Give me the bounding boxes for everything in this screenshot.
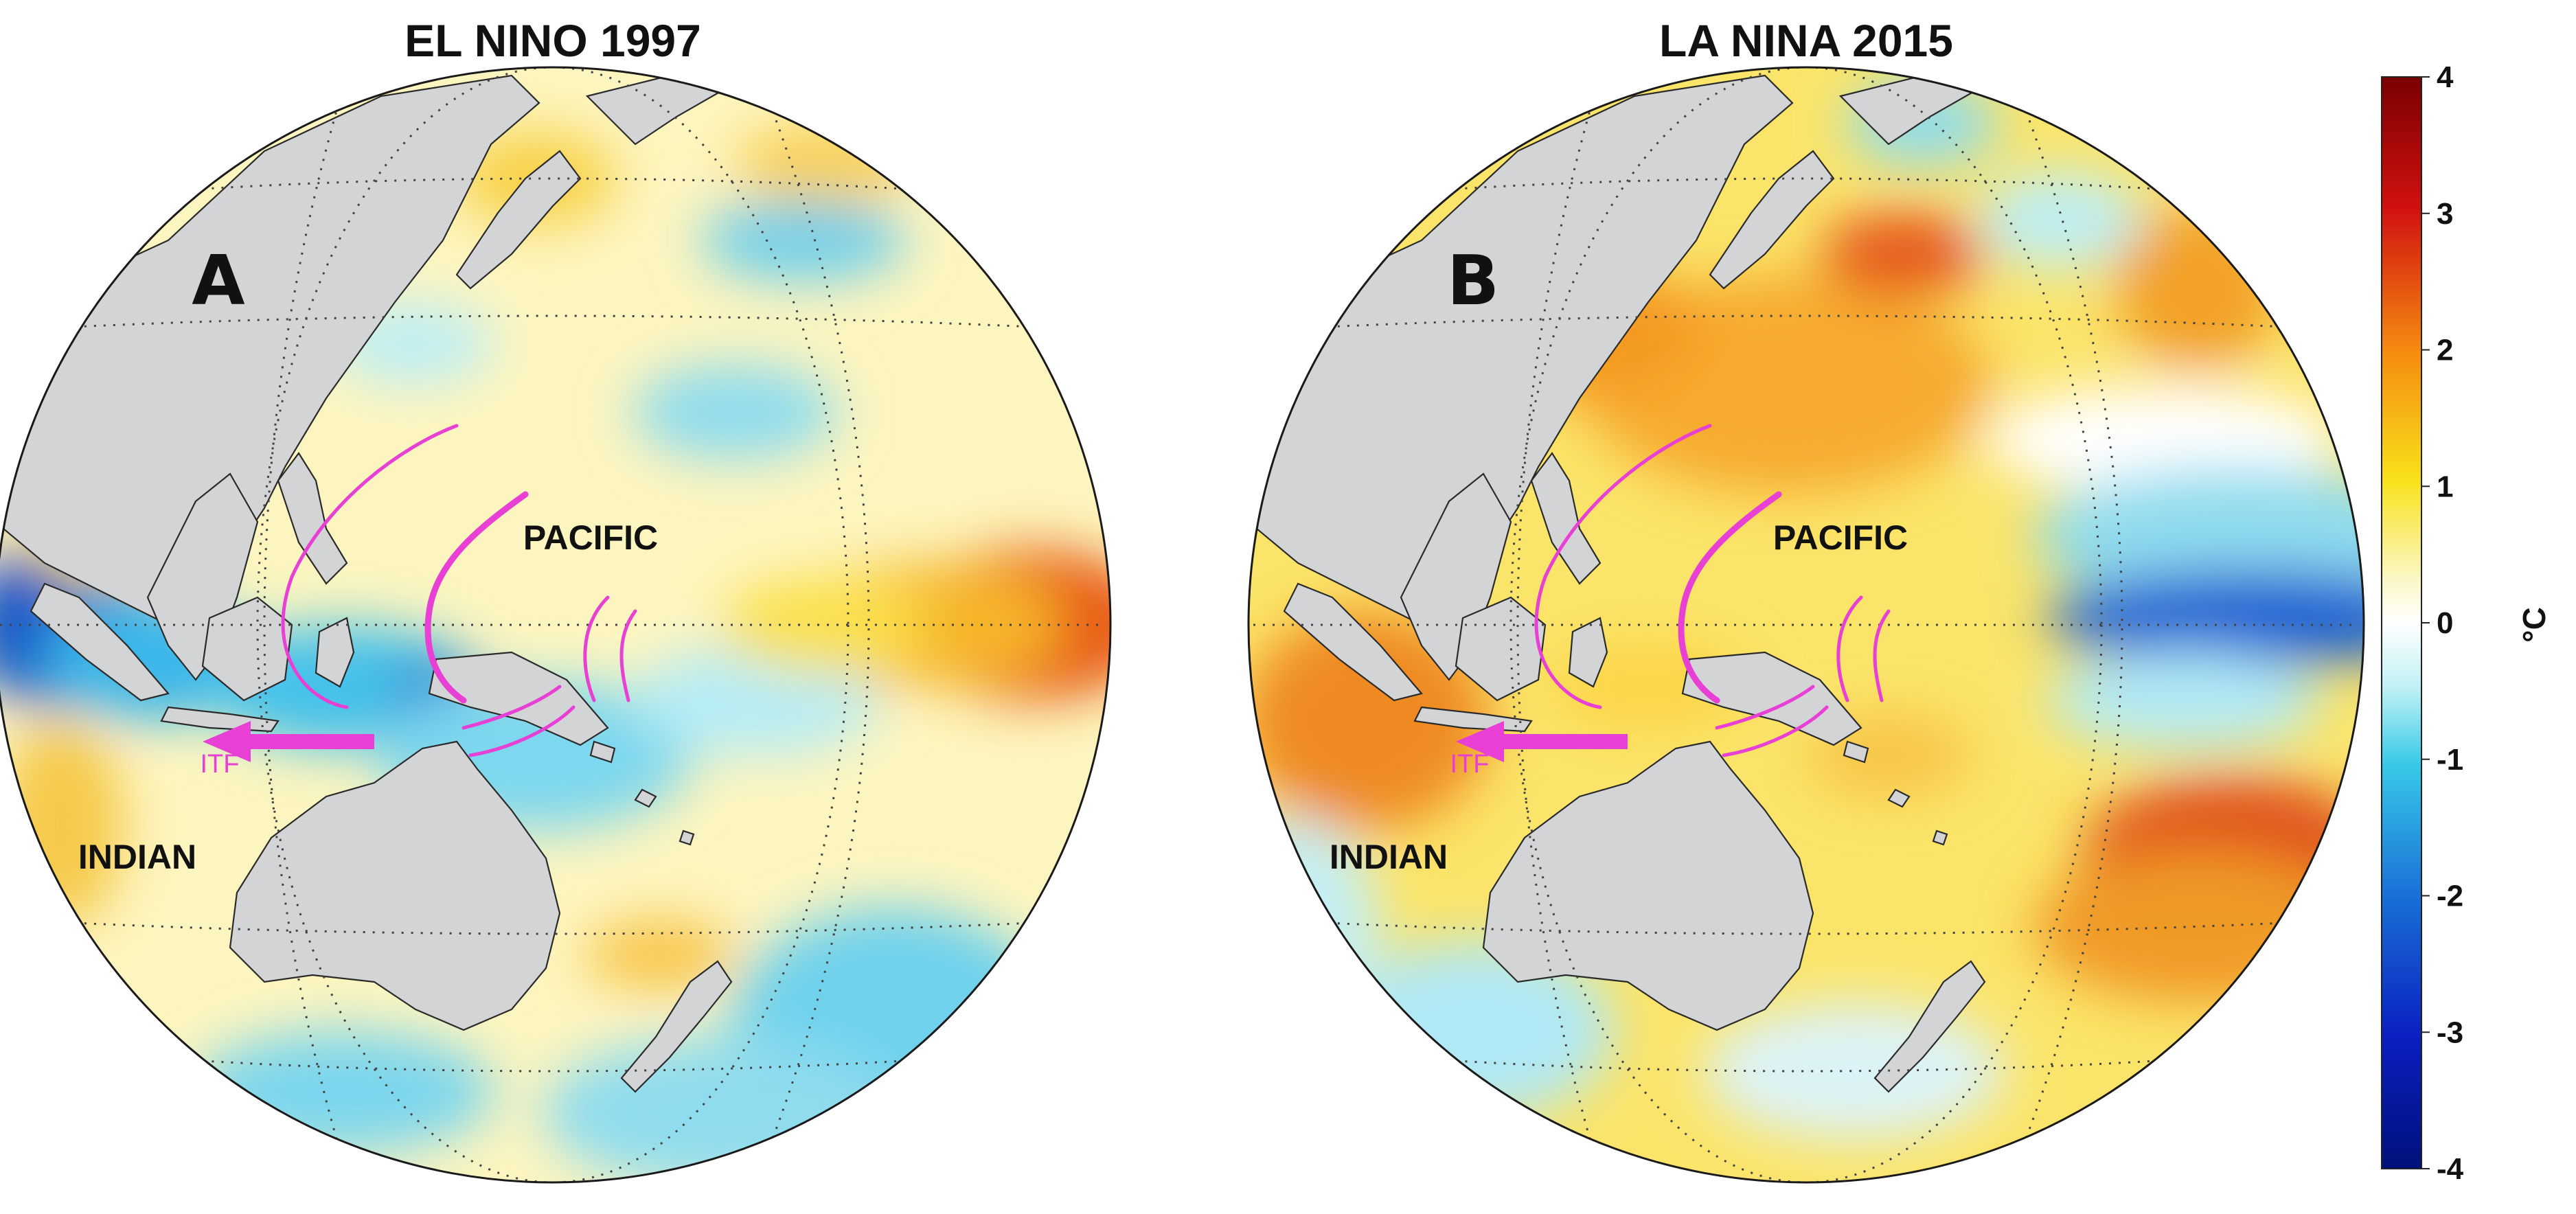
colorbar-tick-label: 1: [2437, 470, 2453, 503]
colorbar-unit-label: °C: [2516, 607, 2552, 643]
panel-b-title: LA NINA 2015: [1659, 15, 1953, 66]
colorbar-tick-label: 3: [2437, 197, 2453, 231]
colorbar-tick-label: 0: [2437, 606, 2453, 640]
colorbar-ticks: 4 3 2 1 0 -1 -2 -3 -4: [2421, 60, 2464, 1186]
panel-b-letter: B: [1447, 240, 1499, 321]
panel-b: LA NINA 2015: [1202, 15, 2459, 1182]
panel-b-indian-label: INDIAN: [1330, 838, 1448, 876]
panel-a: EL NINO 1997: [0, 15, 1161, 1188]
panel-a-pacific-label: PACIFIC: [523, 518, 658, 557]
panel-b-anomaly-field: [1202, 67, 2459, 1182]
colorbar-tick-label: 2: [2437, 334, 2453, 367]
panel-a-letter: A: [192, 240, 244, 321]
colorbar-tick-label: -2: [2437, 880, 2463, 913]
panel-a-anomaly-field: [0, 67, 1161, 1188]
panel-a-title: EL NINO 1997: [404, 15, 701, 66]
panel-b-itf-label: ITF: [1450, 750, 1490, 779]
colorbar: 4 3 2 1 0 -1 -2 -3 -4 °C: [2382, 60, 2552, 1186]
colorbar-tick-label: 4: [2437, 60, 2454, 94]
colorbar-tick-label: -4: [2437, 1152, 2464, 1186]
panel-b-pacific-label: PACIFIC: [1773, 518, 1908, 557]
panel-a-itf-label: ITF: [201, 750, 240, 779]
figure: EL NINO 1997: [0, 0, 2576, 1214]
panel-a-indian-label: INDIAN: [78, 838, 196, 876]
colorbar-tick-label: -3: [2437, 1016, 2463, 1049]
colorbar-gradient: [2382, 77, 2421, 1169]
colorbar-tick-label: -1: [2437, 743, 2463, 777]
